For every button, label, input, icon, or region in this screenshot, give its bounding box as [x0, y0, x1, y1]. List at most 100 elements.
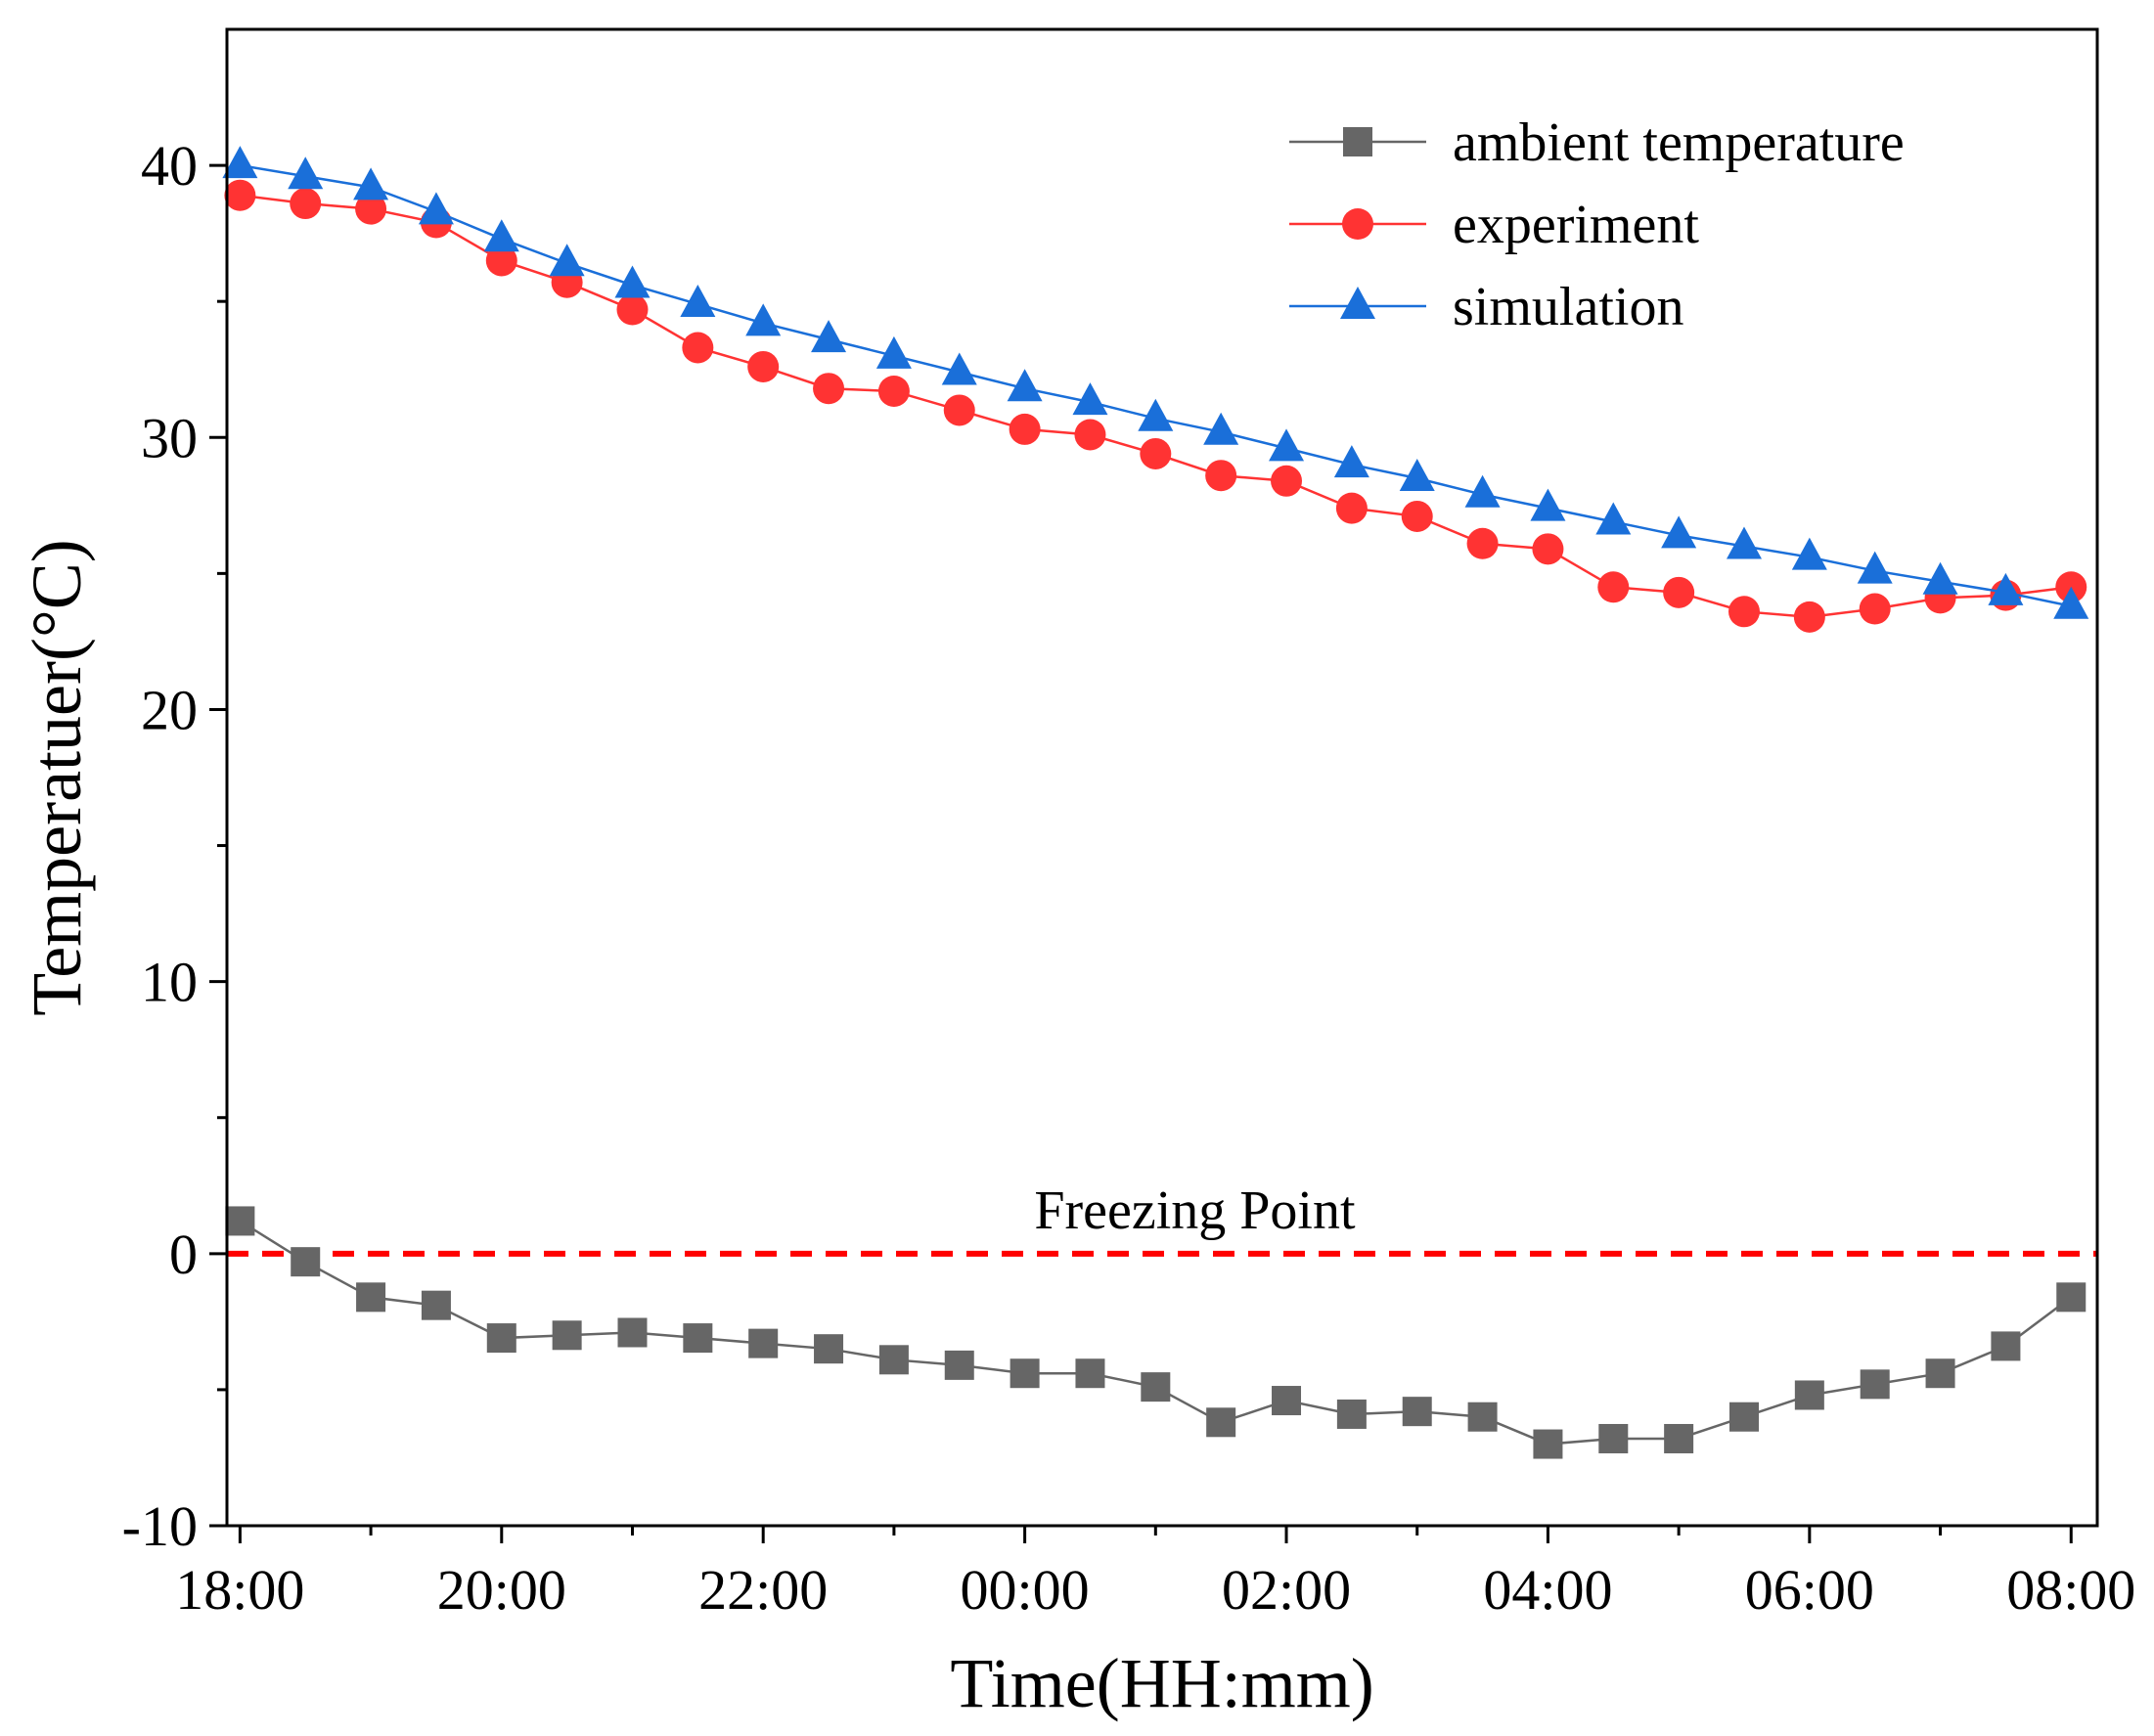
data-point-ambient — [486, 1323, 516, 1354]
data-point-simulation — [1333, 445, 1369, 478]
data-point-simulation — [1791, 537, 1827, 570]
data-point-experiment — [355, 193, 387, 225]
data-point-ambient — [1402, 1397, 1432, 1427]
data-point-simulation — [1661, 515, 1697, 549]
plot-frame — [225, 27, 2099, 1528]
data-point-experiment — [877, 375, 910, 407]
data-point-ambient — [1206, 1407, 1236, 1438]
data-point-simulation — [811, 320, 847, 353]
legend-item-simulation: simulation — [1289, 277, 1683, 337]
series-ambient — [225, 1206, 2087, 1459]
x-tick-label: 18:00 — [175, 1558, 304, 1622]
data-point-experiment — [1074, 419, 1106, 451]
y-tick-label: 40 — [141, 134, 198, 198]
data-point-simulation — [875, 335, 912, 369]
data-point-experiment — [1271, 465, 1303, 497]
data-point-ambient — [814, 1334, 844, 1364]
data-point-simulation — [2053, 586, 2089, 619]
data-point-experiment — [1140, 437, 1172, 469]
data-point-experiment — [1663, 576, 1695, 608]
data-point-ambient — [356, 1282, 386, 1313]
legend-item-ambient: ambient temperature — [1289, 112, 1905, 173]
data-point-experiment — [943, 394, 975, 426]
data-point-ambient — [2056, 1282, 2087, 1313]
data-point-ambient — [683, 1323, 713, 1354]
data-point-ambient — [421, 1290, 451, 1320]
data-point-ambient — [1141, 1372, 1171, 1402]
x-tick-label: 06:00 — [1745, 1558, 1874, 1622]
data-point-ambient — [1991, 1331, 2021, 1361]
x-tick-label: 02:00 — [1222, 1558, 1351, 1622]
x-axis-title: Time(HH:mm) — [950, 1644, 1373, 1722]
data-point-ambient — [1010, 1358, 1040, 1389]
data-point-simulation — [1530, 488, 1566, 521]
data-point-simulation — [1399, 459, 1435, 491]
data-point-simulation — [1269, 428, 1305, 462]
data-point-ambient — [944, 1350, 974, 1380]
data-point-ambient — [1728, 1402, 1759, 1432]
x-tick-label: 20:00 — [437, 1558, 566, 1622]
data-point-simulation — [1138, 398, 1174, 431]
ticks-layer: 18:00 20:00 22:00 00:00 02:00 04:00 06:00 08:00… — [122, 134, 2136, 1622]
legend-marker-triangle — [1340, 287, 1375, 319]
data-point-ambient — [1467, 1402, 1498, 1432]
x-tick-label: 04:00 — [1483, 1558, 1612, 1622]
data-point-experiment — [616, 293, 649, 326]
data-point-experiment — [1859, 593, 1891, 625]
data-point-simulation — [1203, 412, 1239, 445]
y-tick-label: 30 — [141, 406, 198, 469]
data-point-experiment — [1335, 492, 1368, 524]
legend-marker-square — [1343, 127, 1372, 156]
data-point-ambient — [1336, 1399, 1367, 1429]
data-point-simulation — [483, 219, 519, 252]
freezing-point-label: Freezing Point — [1034, 1180, 1356, 1241]
y-tick-label: 20 — [141, 678, 198, 741]
x-tick-label: 08:00 — [2006, 1558, 2135, 1622]
data-point-simulation — [1464, 474, 1501, 508]
data-point-simulation — [614, 265, 651, 298]
data-point-simulation — [941, 352, 977, 385]
legend-item-experiment: experiment — [1289, 195, 1699, 255]
data-point-experiment — [1205, 460, 1237, 492]
legend-marker-square — [1343, 127, 1372, 156]
data-point-ambient — [1272, 1386, 1302, 1416]
data-point-ambient — [291, 1247, 321, 1277]
legend: ambient temperature experiment simulatio… — [1289, 112, 1905, 337]
data-point-simulation — [680, 284, 716, 317]
y-tick-label: 10 — [141, 951, 198, 1014]
data-point-ambient — [1598, 1423, 1629, 1453]
data-point-experiment — [1532, 533, 1564, 565]
data-point-ambient — [617, 1317, 648, 1348]
data-point-ambient — [1925, 1358, 1955, 1389]
data-point-simulation — [418, 192, 454, 225]
series-line-simulation — [240, 163, 2072, 607]
data-point-simulation — [1988, 572, 2024, 605]
data-point-ambient — [1075, 1358, 1105, 1389]
data-point-experiment — [747, 350, 780, 382]
data-point-ambient — [748, 1328, 779, 1358]
data-point-simulation — [1922, 561, 1958, 595]
legend-label-experiment: experiment — [1453, 195, 1699, 255]
data-point-experiment — [813, 373, 845, 405]
data-point-experiment — [1009, 413, 1041, 445]
data-point-simulation — [1726, 526, 1762, 559]
data-point-experiment — [224, 179, 256, 211]
x-tick-label: 00:00 — [961, 1558, 1090, 1622]
data-point-ambient — [1533, 1429, 1563, 1459]
data-point-simulation — [1857, 551, 1893, 584]
data-point-simulation — [745, 303, 782, 336]
data-point-experiment — [1466, 527, 1499, 559]
data-point-simulation — [549, 244, 585, 277]
data-point-simulation — [353, 167, 389, 200]
y-tick-label: 0 — [169, 1223, 198, 1286]
y-tick-label: -10 — [122, 1494, 198, 1558]
series-simulation — [222, 146, 2089, 619]
data-point-simulation — [1072, 382, 1108, 416]
legend-marker-circle — [1342, 208, 1373, 240]
legend-label-simulation: simulation — [1453, 277, 1683, 337]
legend-marker-circle — [1342, 208, 1373, 240]
data-point-experiment — [1793, 601, 1825, 633]
data-point-experiment — [290, 188, 322, 220]
data-point-ambient — [1860, 1369, 1890, 1400]
series-layer — [222, 146, 2089, 1459]
